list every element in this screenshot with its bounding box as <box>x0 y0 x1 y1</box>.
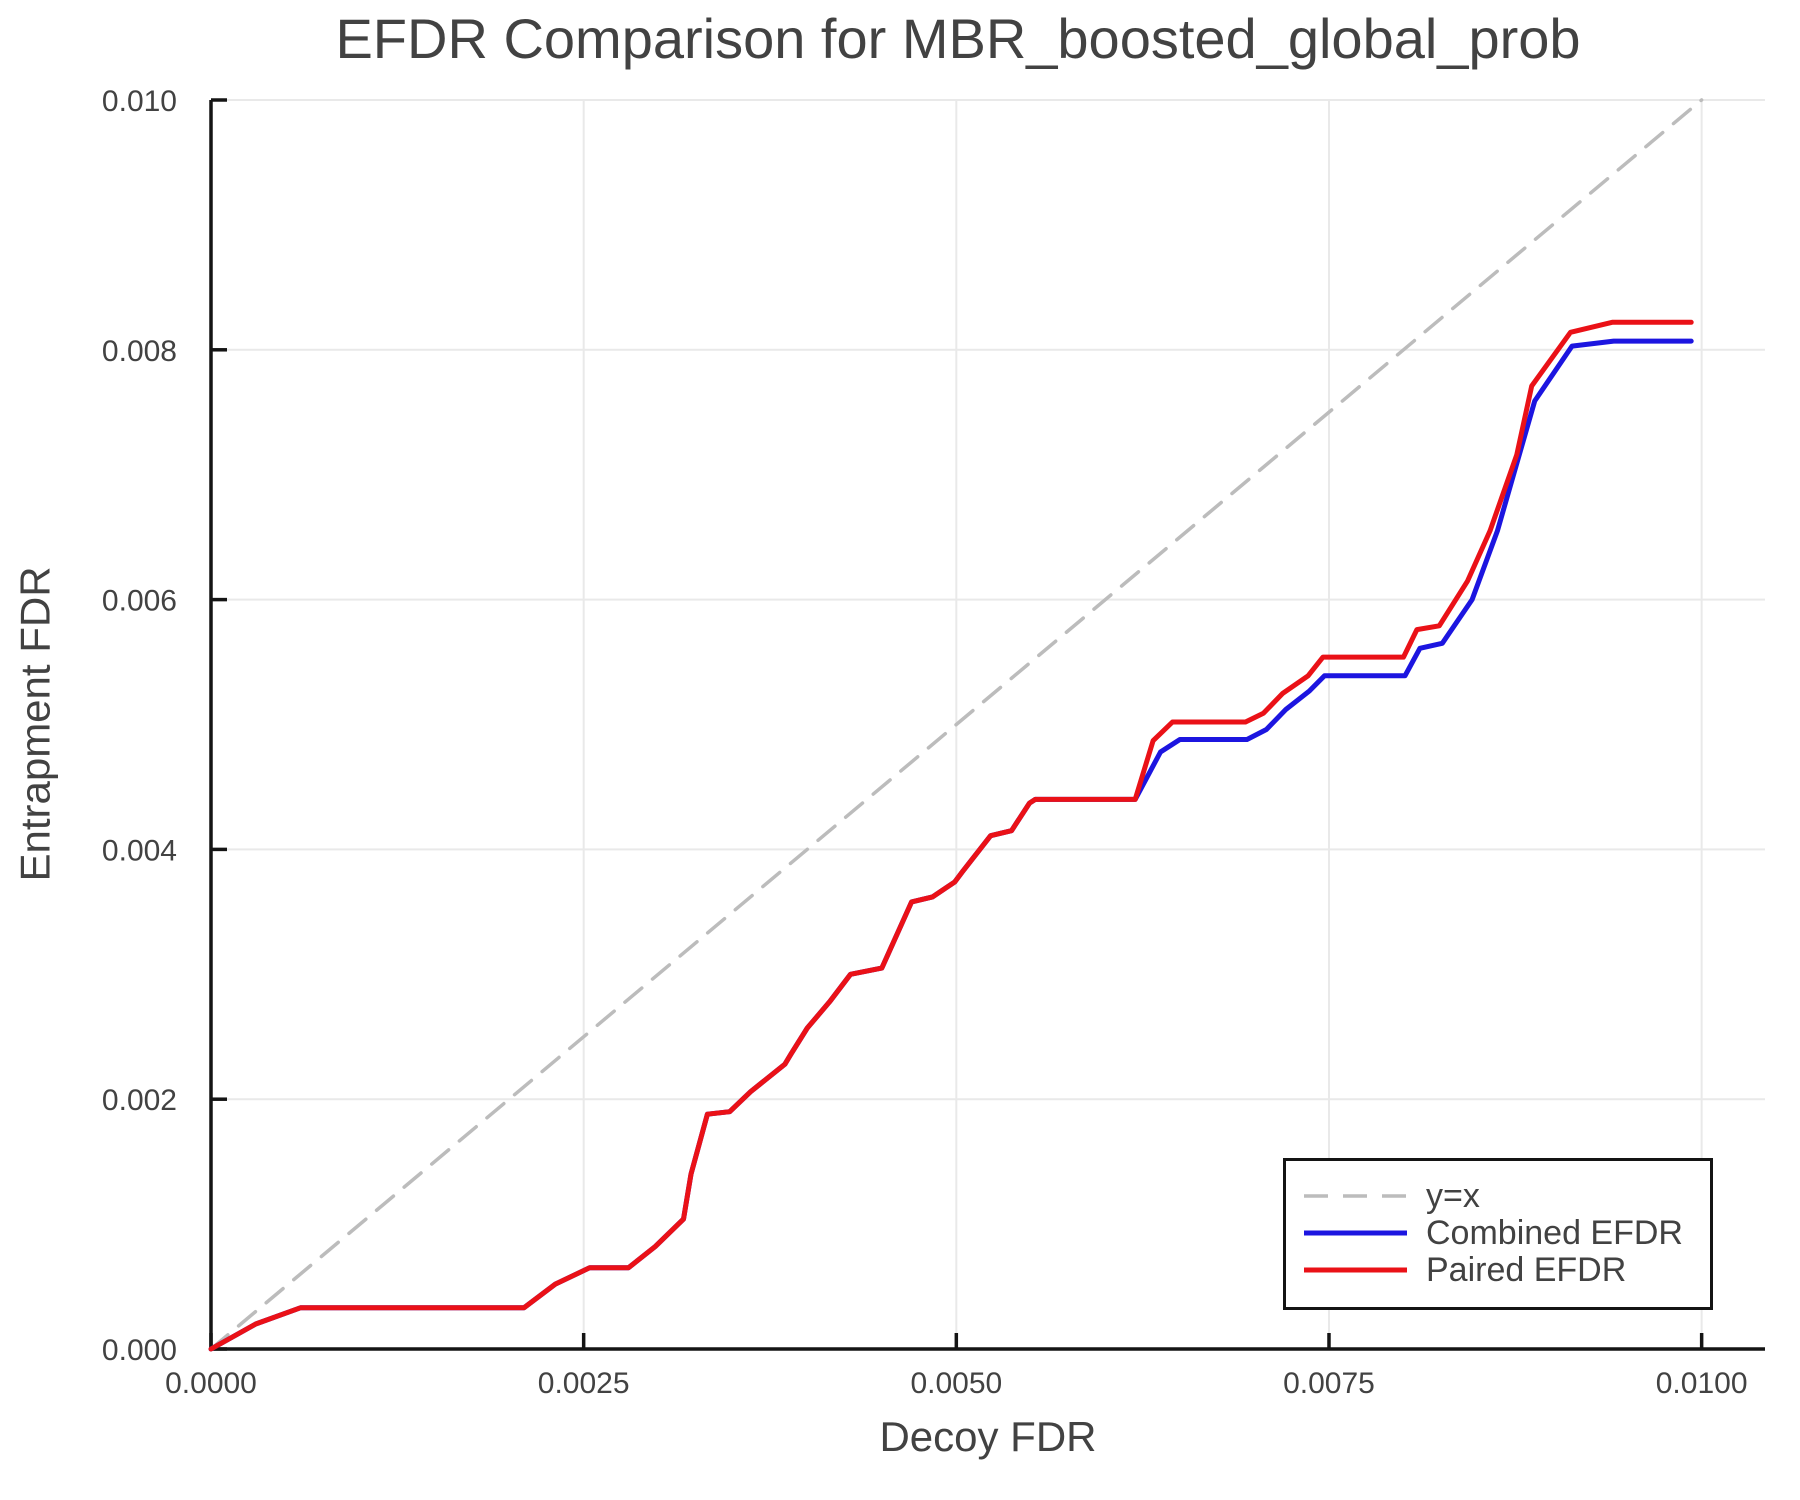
legend-sample-svg <box>1304 1267 1407 1272</box>
y-tick-label: 0.008 <box>102 335 177 368</box>
x-tick-label: 0.0025 <box>538 1367 630 1400</box>
legend-item-paired-efdr: Paired EFDR <box>1302 1251 1710 1288</box>
legend-label: Combined EFDR <box>1426 1213 1683 1252</box>
legend-label: y=x <box>1426 1176 1480 1215</box>
legend-sample-svg <box>1304 1230 1407 1235</box>
x-tick-label: 0.0050 <box>910 1367 1002 1400</box>
x-tick-label: 0.0075 <box>1283 1367 1375 1400</box>
y-tick-label: 0.006 <box>102 585 177 618</box>
y-tick-label: 0.000 <box>102 1334 177 1367</box>
series-line-y-x <box>209 98 1704 1351</box>
legend-line-sample-paired-efdr <box>1302 1265 1412 1275</box>
legend-sample-svg <box>1304 1193 1407 1198</box>
x-tick-label: 0.0000 <box>165 1367 257 1400</box>
chart-title: EFDR Comparison for MBR_boosted_global_p… <box>335 7 1581 70</box>
y-tick-label: 0.010 <box>102 85 177 118</box>
legend-label: Paired EFDR <box>1426 1250 1627 1289</box>
legend-line-sample-combined-efdr <box>1302 1228 1412 1238</box>
legend: y=x Combined EFDR Paired EFDR <box>1283 1158 1713 1310</box>
x-axis-title: Decoy FDR <box>879 1413 1097 1460</box>
x-axis-title-box: Decoy FDR <box>211 1402 1765 1472</box>
y-tick-label: 0.004 <box>102 834 177 867</box>
legend-item-combined-efdr: Combined EFDR <box>1302 1214 1710 1251</box>
series-line-paired-efdr <box>208 319 1694 1352</box>
legend-item-y-equals-x: y=x <box>1302 1177 1710 1214</box>
x-tick-label: 0.0100 <box>1656 1367 1748 1400</box>
legend-line-sample-y-equals-x <box>1302 1191 1412 1201</box>
y-tick-label: 0.002 <box>102 1084 177 1117</box>
